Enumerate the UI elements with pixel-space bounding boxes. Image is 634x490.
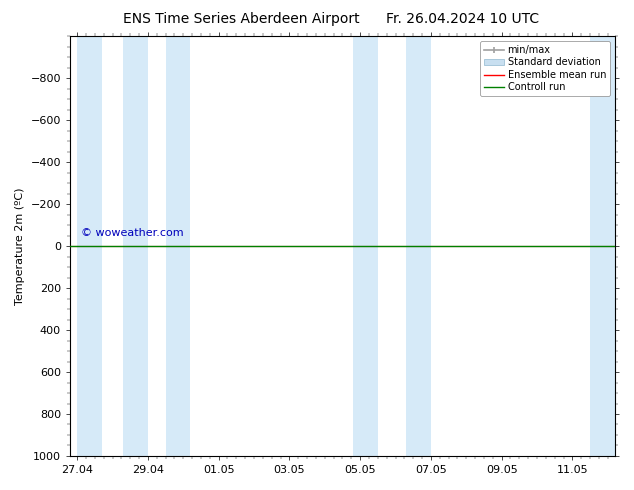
Bar: [123, 36, 148, 456]
Bar: [77, 36, 102, 456]
Y-axis label: Temperature 2m (ºC): Temperature 2m (ºC): [15, 187, 25, 305]
Bar: [353, 36, 378, 456]
Bar: [165, 36, 190, 456]
Legend: min/max, Standard deviation, Ensemble mean run, Controll run: min/max, Standard deviation, Ensemble me…: [481, 41, 610, 96]
Text: © woweather.com: © woweather.com: [81, 228, 184, 238]
Text: Fr. 26.04.2024 10 UTC: Fr. 26.04.2024 10 UTC: [386, 12, 540, 26]
Text: ENS Time Series Aberdeen Airport: ENS Time Series Aberdeen Airport: [122, 12, 359, 26]
Bar: [406, 36, 431, 456]
Bar: [590, 36, 615, 456]
